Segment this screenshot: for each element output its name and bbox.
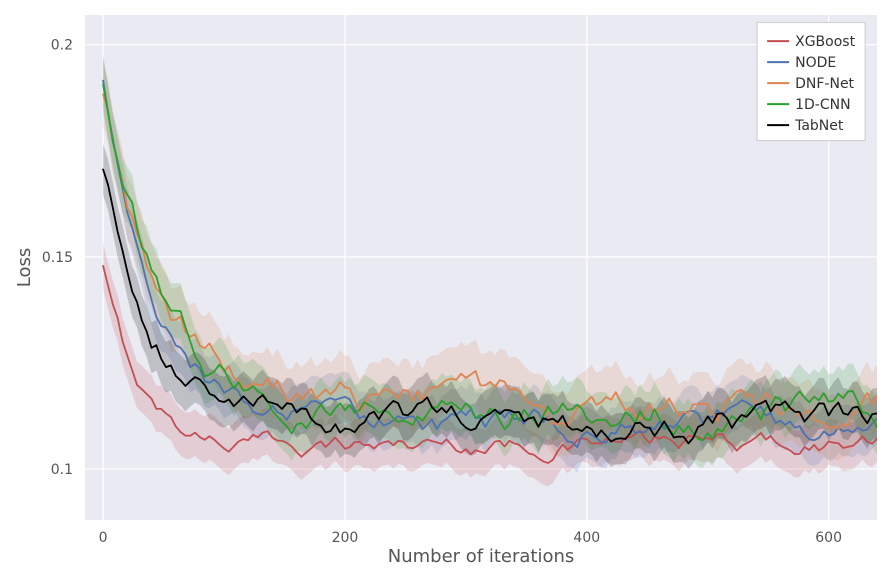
- svg-text:Number of iterations: Number of iterations: [388, 546, 575, 567]
- svg-text:0.15: 0.15: [42, 250, 73, 266]
- svg-text:0.2: 0.2: [51, 38, 73, 54]
- svg-text:DNF-Net: DNF-Net: [795, 76, 854, 92]
- svg-text:600: 600: [815, 530, 842, 546]
- svg-text:200: 200: [332, 530, 359, 546]
- svg-text:1D-CNN: 1D-CNN: [795, 97, 850, 113]
- legend: XGBoost NODE DNF-Net 1D-CNN TabNet: [757, 23, 865, 141]
- svg-text:NODE: NODE: [795, 55, 836, 71]
- chart-svg: 0 200 400 600 0.1 0.15 0.2 Number of iterations…: [0, 0, 892, 580]
- svg-text:0.1: 0.1: [51, 462, 73, 478]
- svg-text:400: 400: [573, 530, 600, 546]
- svg-text:0: 0: [99, 530, 108, 546]
- svg-text:Loss: Loss: [14, 248, 35, 287]
- loss-chart: 0 200 400 600 0.1 0.15 0.2 Number of iterations…: [0, 0, 892, 580]
- svg-text:TabNet: TabNet: [794, 118, 844, 134]
- svg-text:XGBoost: XGBoost: [795, 34, 855, 50]
